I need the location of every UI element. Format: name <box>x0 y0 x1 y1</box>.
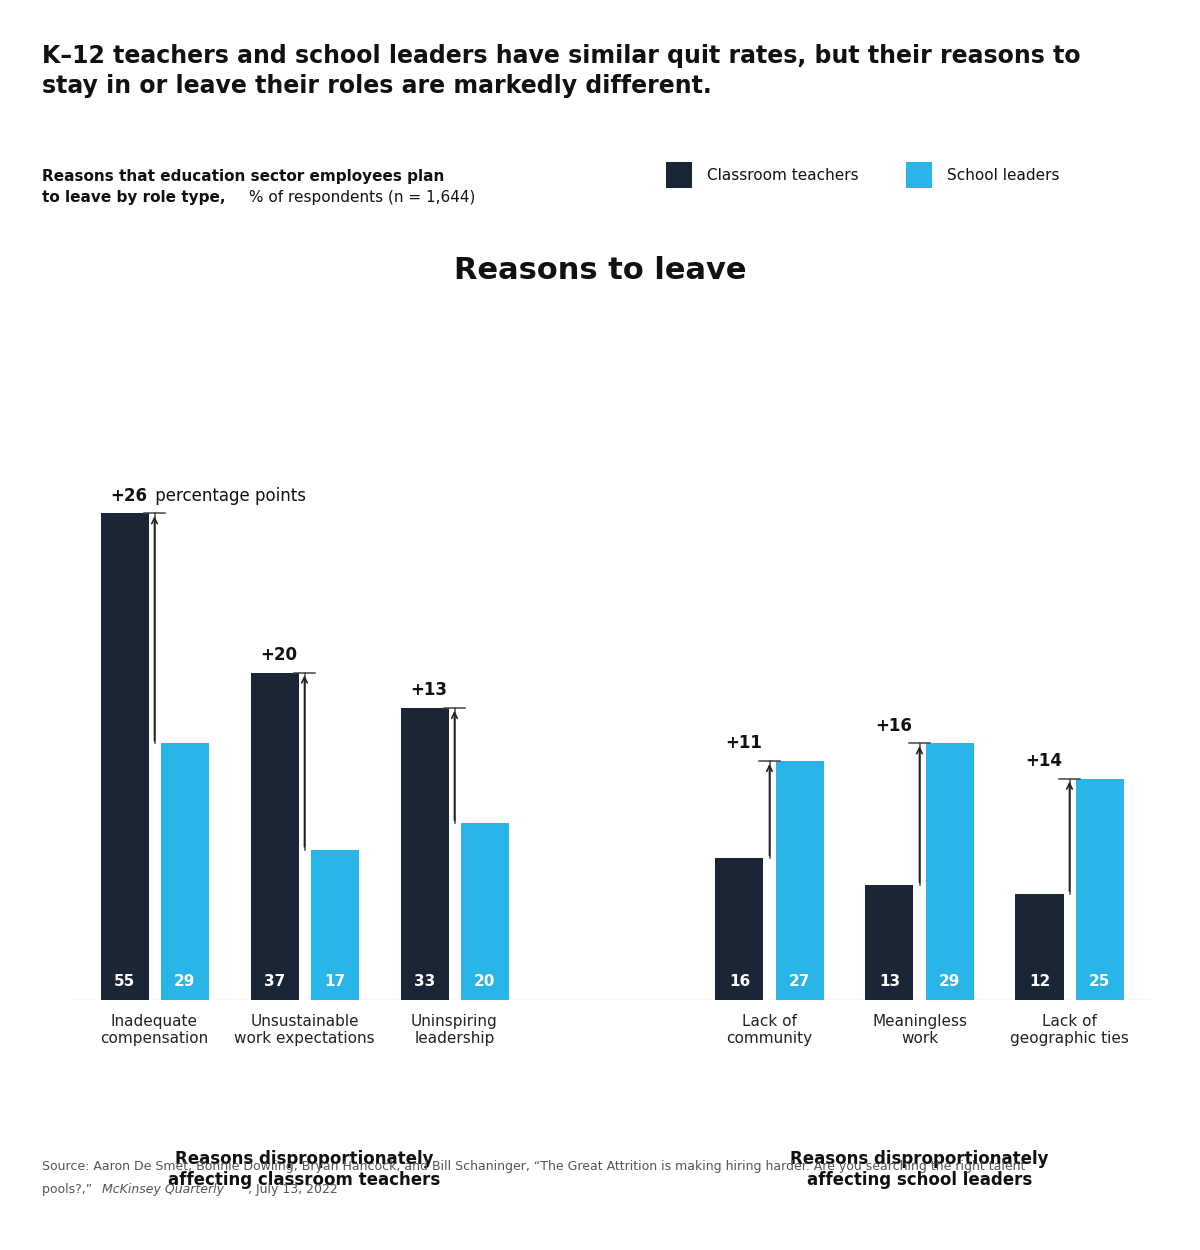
Text: +16: +16 <box>875 716 912 735</box>
Text: 27: 27 <box>788 975 810 990</box>
Text: +14: +14 <box>1025 752 1062 770</box>
Text: Reasons that education sector employees plan: Reasons that education sector employees … <box>42 169 444 184</box>
Bar <box>311 850 359 1000</box>
Text: 17: 17 <box>324 975 346 990</box>
Text: 16: 16 <box>728 975 750 990</box>
Text: % of respondents (n = 1,644): % of respondents (n = 1,644) <box>244 190 475 205</box>
Text: 13: 13 <box>878 975 900 990</box>
Text: 33: 33 <box>414 975 436 990</box>
Text: +13: +13 <box>410 681 446 699</box>
Bar <box>161 744 209 1000</box>
Text: to leave by role type,: to leave by role type, <box>42 190 226 205</box>
Text: Reasons to leave: Reasons to leave <box>454 256 746 285</box>
Text: Source: Aaron De Smet, Bonnie Dowling, Bryan Hancock, and Bill Schaninger, “The : Source: Aaron De Smet, Bonnie Dowling, B… <box>42 1160 1025 1172</box>
Text: McKinsey Quarterly: McKinsey Quarterly <box>102 1182 224 1195</box>
Bar <box>461 822 509 1000</box>
Text: Reasons disproportionately
affecting school leaders: Reasons disproportionately affecting sch… <box>791 1150 1049 1189</box>
Text: , July 13, 2022: , July 13, 2022 <box>248 1182 338 1195</box>
Bar <box>401 707 449 1000</box>
Bar <box>251 672 299 1000</box>
Text: 29: 29 <box>174 975 196 990</box>
Bar <box>925 744 973 1000</box>
Text: percentage points: percentage points <box>150 486 306 505</box>
Text: Classroom teachers: Classroom teachers <box>707 168 858 182</box>
Text: 29: 29 <box>938 975 960 990</box>
Text: +11: +11 <box>725 734 762 752</box>
Text: 12: 12 <box>1028 975 1050 990</box>
Text: 37: 37 <box>264 975 286 990</box>
Text: 55: 55 <box>114 975 136 990</box>
Bar <box>775 761 823 1000</box>
Text: K–12 teachers and school leaders have similar quit rates, but their reasons to
s: K–12 teachers and school leaders have si… <box>42 44 1081 99</box>
Bar <box>101 514 149 1000</box>
Text: +26: +26 <box>110 486 148 505</box>
Text: +20: +20 <box>260 646 298 664</box>
Bar <box>1075 779 1123 1000</box>
Text: 25: 25 <box>1088 975 1110 990</box>
Text: pools?,”: pools?,” <box>42 1182 96 1195</box>
Text: School leaders: School leaders <box>947 168 1060 182</box>
Text: 20: 20 <box>474 975 496 990</box>
Bar <box>1015 894 1063 1000</box>
Bar <box>715 859 763 1000</box>
Bar <box>865 885 913 1000</box>
Text: Reasons disproportionately
affecting classroom teachers: Reasons disproportionately affecting cla… <box>168 1150 440 1189</box>
